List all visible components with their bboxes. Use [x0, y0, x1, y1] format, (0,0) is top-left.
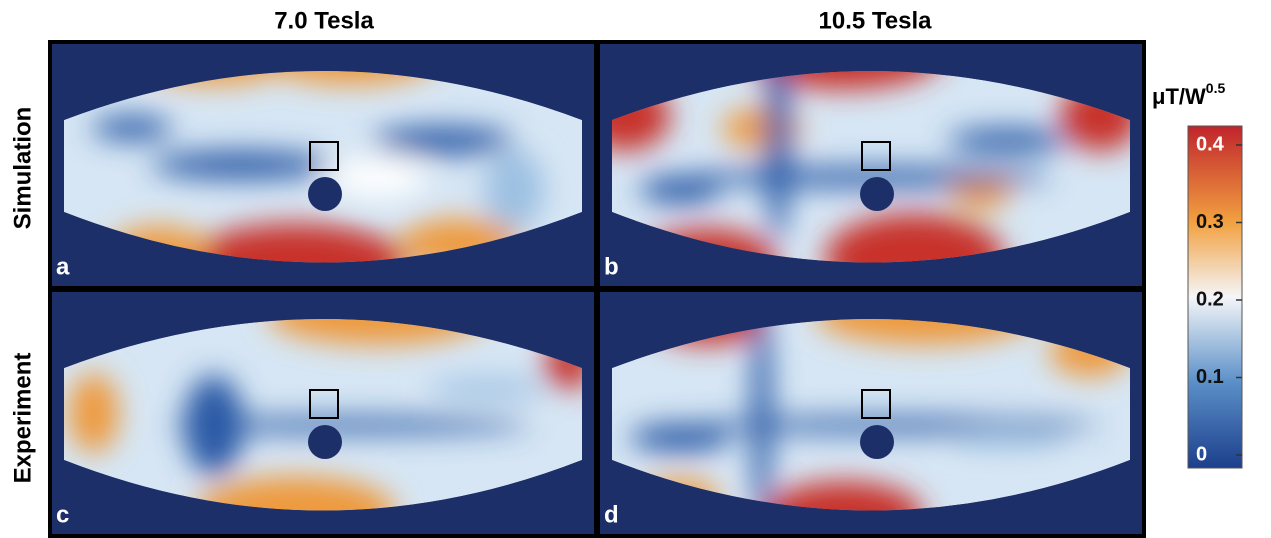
- field-blob: [948, 428, 1068, 448]
- field-blob: [948, 128, 1068, 152]
- colorbar-tick-label: 0.2: [1196, 288, 1224, 310]
- inner-circle: [860, 177, 894, 211]
- panel: a: [50, 24, 596, 303]
- colorbar-tick-label: 0.1: [1196, 366, 1224, 388]
- colorbar-tick-label: 0.4: [1196, 133, 1225, 155]
- row-title: Experiment: [9, 353, 36, 484]
- field-blob: [752, 303, 772, 523]
- field-blob: [484, 150, 544, 230]
- panel: c: [50, 285, 596, 538]
- field-blob: [170, 417, 530, 433]
- field-blob: [328, 157, 428, 197]
- field-blob: [630, 424, 730, 452]
- panel-label: d: [604, 501, 619, 528]
- panel: d: [598, 285, 1144, 538]
- field-blob: [151, 151, 331, 179]
- figure: 7.0 Tesla 10.5 Tesla Simulation Experime…: [0, 0, 1271, 538]
- column-title: 7.0 Tesla: [274, 7, 374, 34]
- unit: μT/W: [1152, 84, 1206, 109]
- panel-label: c: [56, 501, 69, 528]
- inner-circle: [308, 177, 342, 211]
- colorbar-tick-label: 0: [1196, 443, 1207, 465]
- field-blob: [427, 378, 547, 398]
- field-blob: [92, 116, 172, 140]
- column-title: 10.5 Tesla: [819, 7, 933, 34]
- colorbar-unit: μT/W0.5: [1152, 80, 1225, 109]
- panel: b: [580, 19, 1144, 303]
- field-blob: [373, 126, 513, 154]
- panel-label: b: [604, 253, 619, 280]
- inner-circle: [860, 425, 894, 459]
- unit-exponent: 0.5: [1206, 80, 1226, 96]
- panel-label: a: [56, 253, 70, 280]
- panels: a b c d: [50, 19, 1144, 538]
- colorbar-tick-label: 0.3: [1196, 211, 1224, 233]
- field-blob: [69, 373, 119, 453]
- field-blob: [640, 176, 720, 204]
- inner-circle: [308, 425, 342, 459]
- row-title: Simulation: [9, 107, 36, 230]
